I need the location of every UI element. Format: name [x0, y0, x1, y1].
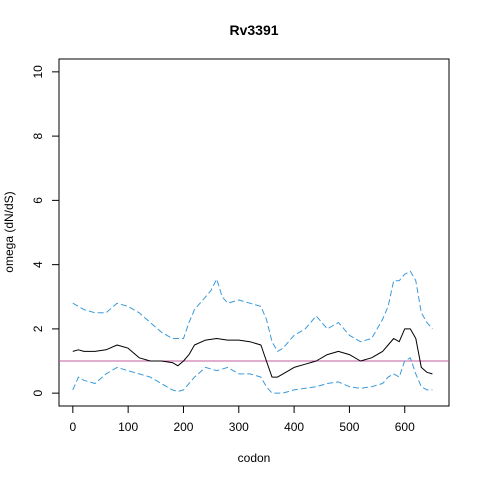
y-tick-label: 10 [31, 65, 45, 79]
x-tick-label: 500 [339, 420, 359, 434]
x-axis: 0 100 200 300 400 500 600 [69, 405, 415, 434]
x-tick-label: 0 [69, 420, 76, 434]
y-tick-label: 2 [31, 325, 45, 332]
x-tick-label: 300 [229, 420, 249, 434]
x-tick-label: 200 [173, 420, 193, 434]
y-tick-label: 0 [31, 389, 45, 396]
series-line-bound-2 [72, 357, 433, 394]
y-axis: 0 2 4 6 8 10 [31, 65, 60, 396]
series-line-omega [72, 328, 433, 378]
y-tick-label: 4 [31, 261, 45, 268]
y-tick-label: 6 [31, 197, 45, 204]
x-axis-label: codon [238, 451, 271, 465]
chart-title: Rv3391 [229, 22, 278, 38]
y-tick-label: 8 [31, 132, 45, 139]
series-line-bound-1 [72, 270, 433, 352]
x-tick-label: 600 [395, 420, 415, 434]
plot-area [59, 270, 449, 394]
plot-frame [58, 58, 450, 407]
x-tick-label: 400 [284, 420, 304, 434]
x-tick-label: 100 [118, 420, 138, 434]
y-axis-label: omega (dN/dS) [2, 191, 16, 272]
